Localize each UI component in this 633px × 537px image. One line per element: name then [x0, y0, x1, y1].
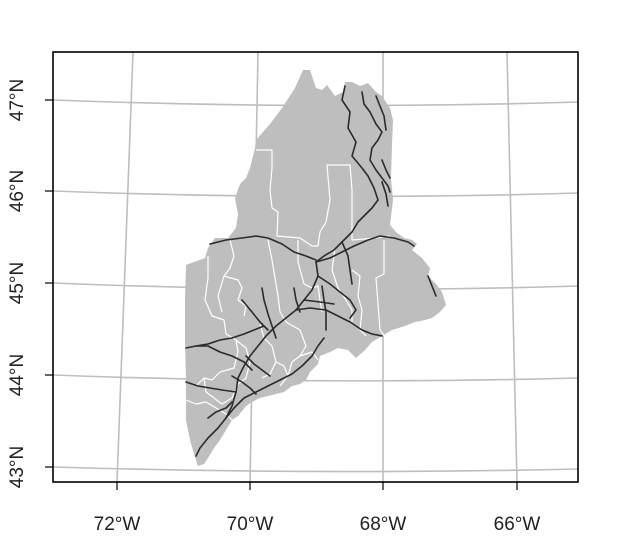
parallel-43n	[53, 466, 578, 473]
road-east-west	[209, 235, 317, 261]
road-north-spur	[375, 95, 387, 131]
meridian-66w	[506, 52, 518, 482]
county-boundary-hancock	[351, 269, 367, 337]
county-boundary-washington	[375, 240, 387, 339]
road-central-north	[261, 287, 277, 339]
parallel-44n	[53, 374, 578, 382]
road-east-spur-2	[381, 181, 389, 207]
x-tick-label-66w: 66°W	[494, 514, 541, 535]
road-west-3	[195, 325, 265, 347]
road-north-2	[361, 91, 391, 193]
road-bangor-ellsworth	[303, 299, 335, 305]
county-boundary-waldo	[285, 321, 307, 377]
road-south-1	[207, 401, 233, 419]
maine-land	[185, 70, 446, 466]
road-us1-coast	[225, 337, 325, 419]
road-mid-1	[293, 287, 301, 313]
road-north-spur-2	[381, 159, 391, 179]
x-tick-label-70w: 70°W	[227, 514, 274, 535]
road-east-spur	[427, 275, 437, 297]
y-tick-label-43n: 43°N	[7, 446, 28, 488]
y-axis: 43°N 44°N 45°N 46°N 47°N	[7, 79, 53, 488]
plot-frame	[52, 51, 579, 483]
road-east-down	[341, 241, 353, 285]
road-central-east	[315, 235, 415, 263]
x-axis: 72°W 70°W 68°W 66°W	[94, 482, 541, 535]
road-east-branch	[317, 275, 357, 319]
road-network	[185, 85, 437, 457]
county-boundary-piscataquis	[223, 239, 247, 317]
meridian-72w	[116, 52, 134, 482]
county-boundary-androscoggin	[235, 339, 251, 385]
x-tick-label-68w: 68°W	[360, 514, 407, 535]
y-tick-label-44n: 44°N	[7, 354, 28, 396]
y-tick-label-46n: 46°N	[7, 170, 28, 212]
county-boundary-somerset	[267, 239, 287, 323]
road-north-1	[315, 85, 379, 263]
road-mid-3	[245, 355, 271, 377]
road-central-nw	[241, 299, 269, 331]
road-west-2	[185, 381, 237, 393]
county-boundary-franklin	[217, 275, 225, 313]
county-boundary-aroostook	[256, 149, 391, 247]
x-tick-label-72w: 72°W	[94, 514, 141, 535]
road-mid-4	[231, 375, 257, 395]
y-tick-label-47n: 47°N	[7, 79, 28, 121]
county-boundary-knox	[299, 351, 319, 361]
county-boundary-lincoln	[275, 361, 289, 387]
y-tick-label-45n: 45°N	[7, 262, 28, 304]
county-boundary-cumberland	[203, 377, 239, 405]
road-mid-2	[321, 285, 327, 331]
county-boundaries	[185, 149, 391, 421]
road-coastal-east	[295, 307, 383, 337]
